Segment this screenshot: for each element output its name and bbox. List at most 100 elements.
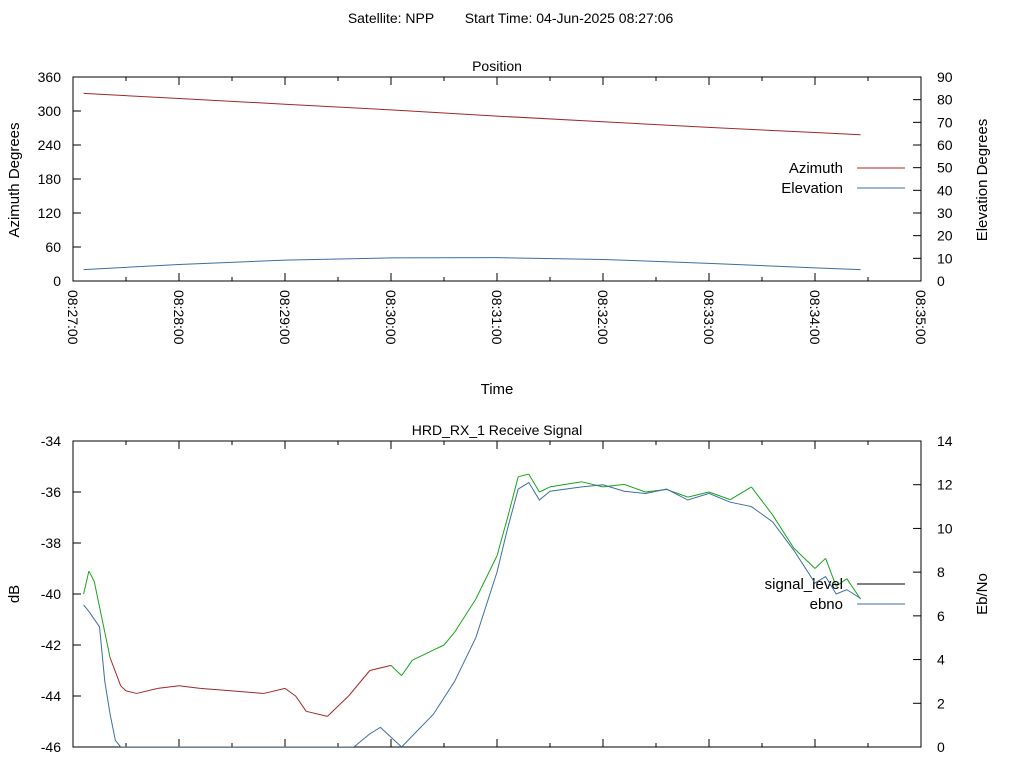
position-y-tick-label: 120 bbox=[38, 205, 62, 221]
signal-series-signal_level-segment bbox=[549, 481, 582, 488]
signal-y2-tick-label: 10 bbox=[937, 520, 953, 536]
signal-series-signal_level-segment bbox=[390, 665, 402, 676]
position-y-tick-label: 60 bbox=[45, 239, 61, 255]
position-series-Elevation-line bbox=[83, 257, 861, 271]
signal-series-signal_level-segment bbox=[835, 578, 848, 587]
signal-series-signal_level-segment bbox=[401, 660, 413, 676]
signal-y-tick-label: -36 bbox=[41, 484, 61, 500]
position-x-tick-label: 08:33:00 bbox=[701, 290, 717, 345]
signal-series-signal_level-segment bbox=[708, 491, 731, 501]
signal-y2-tick-label: 4 bbox=[937, 652, 945, 668]
signal-series-signal_level-segment bbox=[88, 570, 95, 582]
signal-y2-tick-label: 0 bbox=[937, 739, 945, 755]
start-time-label: Start Time: 04-Jun-2025 08:27:06 bbox=[465, 10, 674, 26]
signal-series-signal_level-segment bbox=[306, 710, 328, 717]
signal-y-tick-label: -46 bbox=[41, 739, 61, 755]
signal-series-signal_level-segment bbox=[411, 649, 434, 661]
signal-series-signal_level-segment bbox=[109, 657, 122, 686]
signal-series-signal_level-segment bbox=[624, 483, 646, 493]
signal-series-signal_level-segment bbox=[231, 690, 264, 694]
position-x-tick-label: 08:34:00 bbox=[807, 290, 823, 345]
signal-series-signal_level-segment bbox=[454, 598, 477, 633]
position-y-tick-label: 180 bbox=[38, 171, 62, 187]
signal-series-signal_level-segment bbox=[284, 687, 296, 697]
signal-series-signal_level-segment bbox=[846, 578, 861, 600]
position-y2-tick-label: 0 bbox=[937, 273, 945, 289]
position-x-tick-label: 08:31:00 bbox=[489, 290, 505, 345]
signal-series-signal_level-segment bbox=[200, 687, 233, 692]
signal-y2-tick-label: 14 bbox=[937, 433, 953, 449]
signal-legend-label-ebno: ebno bbox=[810, 596, 843, 613]
position-y2-tick-label: 50 bbox=[937, 160, 953, 176]
signal-y-tick-label: -38 bbox=[41, 535, 61, 551]
position-plot-frame bbox=[72, 76, 922, 282]
position-y2-tick-label: 70 bbox=[937, 114, 953, 130]
signal-y2-tick-label: 12 bbox=[937, 477, 953, 493]
position-legend-label-Elevation: Elevation bbox=[781, 180, 843, 197]
signal-series-signal_level-segment bbox=[104, 632, 111, 658]
signal-series-signal_level-segment bbox=[825, 558, 837, 587]
signal-series-signal_level-segment bbox=[602, 483, 625, 488]
position-y2-tick-label: 20 bbox=[937, 228, 953, 244]
signal-series-signal_level-segment bbox=[687, 491, 710, 498]
signal-series-signal_level-segment bbox=[507, 476, 519, 518]
signal-y-tick-label: -34 bbox=[41, 433, 61, 449]
signal-series-signal_level-segment bbox=[125, 690, 137, 694]
signal-plot-frame bbox=[72, 440, 922, 748]
signal-series-signal_level-segment bbox=[327, 695, 349, 717]
position-y-tick-label: 0 bbox=[53, 273, 61, 289]
signal-y-tick-label: -44 bbox=[41, 688, 61, 704]
signal-series-signal_level-segment bbox=[157, 685, 180, 689]
signal-y-tick-label: -40 bbox=[41, 586, 61, 602]
position-y2-tick-label: 40 bbox=[937, 182, 953, 198]
position-x-tick-label: 08:35:00 bbox=[913, 290, 929, 345]
signal-series-signal_level-segment bbox=[369, 664, 392, 671]
position-x-tick-label: 08:27:00 bbox=[65, 290, 81, 345]
signal-series-signal_level-segment bbox=[295, 695, 307, 712]
signal-series-signal_level-segment bbox=[178, 685, 201, 689]
position-y-axis-label: Azimuth Degrees bbox=[6, 122, 23, 237]
signal-y2-tick-label: 6 bbox=[937, 608, 945, 624]
signal-series-signal_level-segment bbox=[475, 555, 498, 600]
signal-series-signal_level-segment bbox=[793, 547, 816, 569]
position-x-tick-label: 08:29:00 bbox=[277, 290, 293, 345]
position-y2-tick-label: 10 bbox=[937, 250, 953, 266]
position-y-tick-label: 240 bbox=[38, 137, 62, 153]
position-y2-axis-label: Elevation Degrees bbox=[974, 119, 991, 242]
signal-series-signal_level-segment bbox=[263, 687, 286, 694]
signal-series-signal_level-segment bbox=[539, 486, 551, 493]
signal-series-signal_level-segment bbox=[772, 514, 795, 549]
position-x-tick-label: 08:32:00 bbox=[595, 290, 611, 345]
position-y2-tick-label: 60 bbox=[937, 137, 953, 153]
signal-series-signal_level-segment bbox=[751, 486, 773, 516]
signal-series-signal_level-segment bbox=[93, 581, 106, 633]
signal-series-signal_level-segment bbox=[433, 644, 445, 651]
signal-y-tick-label: -42 bbox=[41, 637, 61, 653]
signal-series-signal_level-segment bbox=[528, 473, 540, 493]
signal-y2-tick-label: 2 bbox=[937, 695, 945, 711]
position-legend-label-Azimuth: Azimuth bbox=[789, 160, 843, 177]
signal-series-signal_level-segment bbox=[729, 486, 752, 501]
signal-y-axis-label: dB bbox=[6, 585, 23, 603]
signal-series-signal_level-segment bbox=[136, 687, 158, 694]
position-y2-tick-label: 30 bbox=[937, 205, 953, 221]
signal-y2-tick-label: 8 bbox=[937, 564, 945, 580]
signal-series-signal_level-segment bbox=[518, 473, 529, 478]
position-x-tick-label: 08:28:00 bbox=[171, 290, 187, 345]
position-chart: Position Time Azimuth Degrees Elevation … bbox=[6, 58, 991, 398]
signal-series-signal_level-segment bbox=[814, 557, 826, 569]
signal-series-signal_level-segment bbox=[348, 670, 371, 697]
signal-series-signal_level-segment bbox=[581, 481, 604, 488]
signal-series-signal_level-segment bbox=[443, 631, 455, 646]
position-x-axis-label: Time bbox=[481, 381, 514, 398]
position-y-tick-label: 300 bbox=[38, 103, 62, 119]
position-y2-tick-label: 90 bbox=[937, 69, 953, 85]
position-y2-tick-label: 80 bbox=[937, 92, 953, 108]
position-y-tick-label: 360 bbox=[38, 69, 62, 85]
signal-chart: HRD_RX_1 Receive Signal dB Eb/No -46 -44 -… bbox=[6, 422, 991, 755]
position-chart-title: Position bbox=[472, 58, 522, 74]
signal-chart-title: HRD_RX_1 Receive Signal bbox=[412, 422, 582, 438]
signal-series-signal_level-segment bbox=[83, 570, 90, 595]
signal-series-signal_level-segment bbox=[120, 685, 127, 692]
